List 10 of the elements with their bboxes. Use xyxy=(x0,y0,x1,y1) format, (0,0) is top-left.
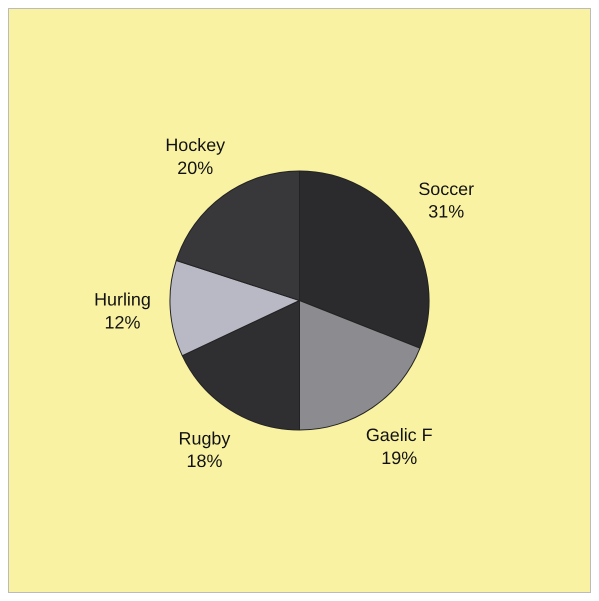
slice-label: Hockey xyxy=(165,134,226,155)
data-label: 20% xyxy=(177,158,214,178)
data-label: 18% xyxy=(186,451,222,472)
slice-label: Soccer xyxy=(418,178,474,199)
data-label: 31% xyxy=(428,202,464,222)
slice-label: Hurling xyxy=(94,290,151,310)
data-label: 19% xyxy=(381,448,418,468)
slice-label: Gaelic F xyxy=(366,425,433,446)
slice-label: Rugby xyxy=(178,428,230,448)
data-label: 12% xyxy=(104,312,140,333)
